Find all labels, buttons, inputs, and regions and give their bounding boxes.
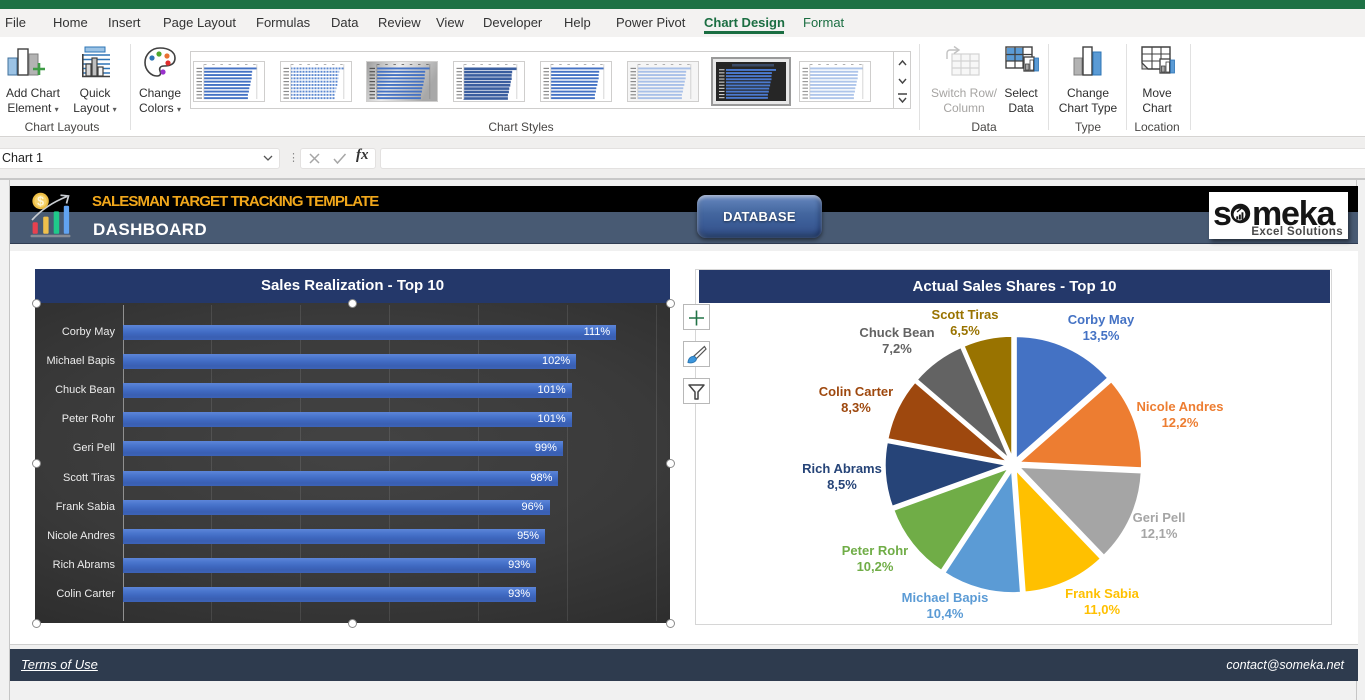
svg-text:$: $ xyxy=(37,195,44,209)
svg-text:Excel Solutions: Excel Solutions xyxy=(1251,226,1343,238)
svg-text:s: s xyxy=(1213,195,1231,233)
svg-text:meka: meka xyxy=(1252,195,1336,233)
